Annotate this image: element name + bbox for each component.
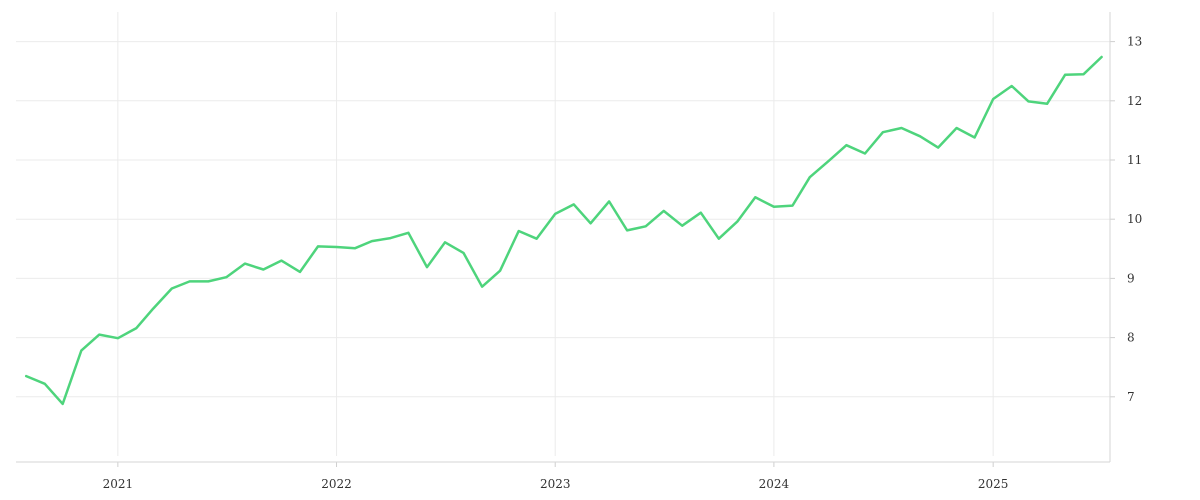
x-tick-label: 2025 [978,477,1009,491]
gridlines [16,12,1110,456]
y-tick-label: 13 [1127,35,1142,49]
axes [16,12,1115,467]
x-tick-label: 2022 [321,477,352,491]
tick-labels: 7 8 9 10 11 12 13 2021 2022 2023 2024 2025 [103,35,1143,491]
series-line [24,55,1103,406]
series-layer [24,55,1103,406]
y-tick-label: 8 [1127,331,1135,345]
y-tick-label: 9 [1127,271,1135,285]
y-tick-label: 12 [1127,94,1142,108]
x-tick-label: 2024 [759,477,790,491]
x-tick-label: 2023 [540,477,571,491]
y-tick-label: 11 [1127,153,1142,167]
y-tick-label: 7 [1127,390,1135,404]
y-tick-label: 10 [1127,212,1142,226]
x-tick-label: 2021 [103,477,134,491]
